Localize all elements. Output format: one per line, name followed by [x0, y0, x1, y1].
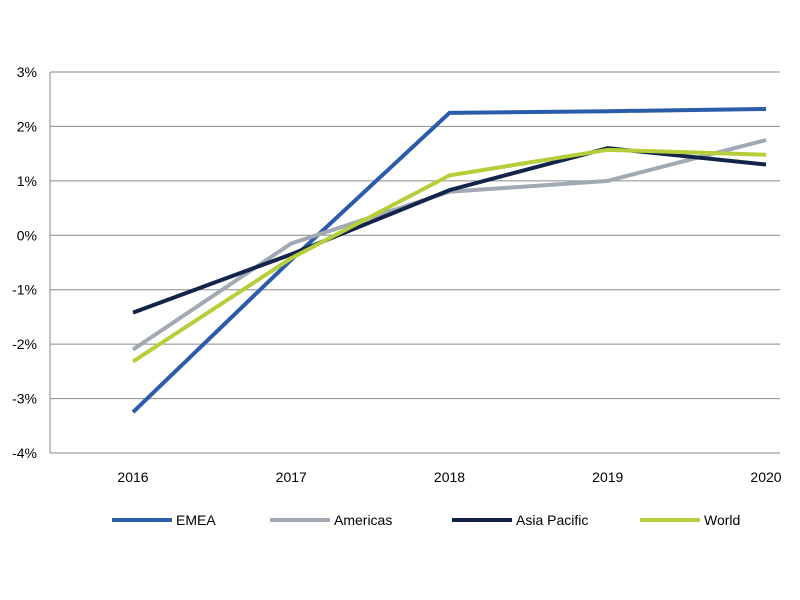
x-tick-label: 2018 [434, 469, 465, 485]
legend-label: World [704, 512, 740, 528]
gridlines [50, 71, 780, 454]
y-tick-label: -2% [12, 336, 37, 352]
x-tick-label: 2016 [117, 469, 148, 485]
y-axis: 3% 2% 1% 0% -1% -2% -3% -4% [12, 64, 51, 461]
x-tick-label: 2019 [592, 469, 623, 485]
legend-label: Americas [334, 512, 392, 528]
y-tick-label: -1% [12, 282, 37, 298]
legend-label: Asia Pacific [516, 512, 588, 528]
y-tick-label: -4% [12, 445, 37, 461]
y-tick-label: 2% [17, 118, 37, 134]
series-lines [131, 107, 767, 414]
y-tick-label: 3% [17, 64, 37, 80]
series-line-asia-pacific [132, 146, 767, 315]
legend-label: EMEA [176, 512, 216, 528]
series-line-emea [131, 107, 767, 414]
series-line-world [131, 147, 767, 364]
y-tick-label: 1% [17, 173, 37, 189]
legend: EMEA Americas Asia Pacific World [112, 512, 740, 528]
x-tick-label: 2020 [750, 469, 781, 485]
x-axis: 2016 2017 2018 2019 2020 [117, 469, 781, 485]
y-tick-label: -3% [12, 391, 37, 407]
x-tick-label: 2017 [276, 469, 307, 485]
y-tick-label: 0% [17, 227, 37, 243]
